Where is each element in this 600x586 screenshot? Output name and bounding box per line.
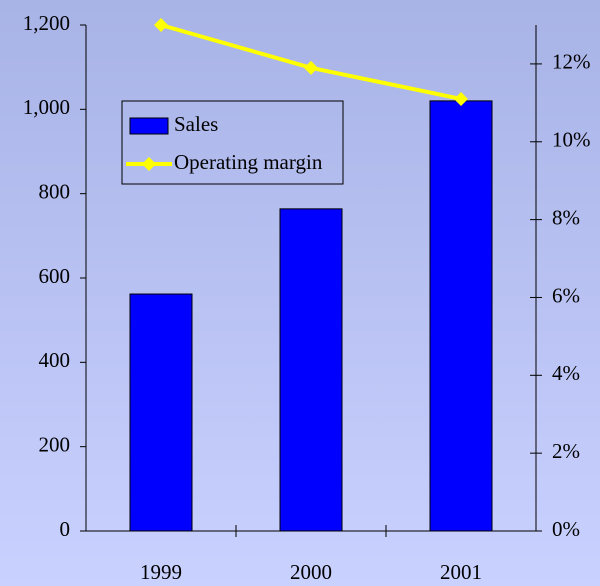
legend-label: Operating margin <box>174 150 323 174</box>
y-tick-label: 0 <box>60 517 71 541</box>
y2-tick-label: 10% <box>552 128 591 152</box>
legend-label: Sales <box>174 112 218 136</box>
legend-swatch <box>129 117 169 135</box>
y2-tick-label: 2% <box>552 439 580 463</box>
y-tick-label: 800 <box>39 179 71 203</box>
y-tick-label: 1,000 <box>23 95 70 119</box>
y2-tick-label: 4% <box>552 361 580 385</box>
marker <box>154 18 168 32</box>
marker <box>454 91 468 106</box>
y2-tick-label: 12% <box>552 50 591 74</box>
y2-tick-label: 0% <box>552 517 580 541</box>
x-tick-label: 1999 <box>140 560 182 584</box>
bar <box>279 208 343 532</box>
bar <box>129 293 193 532</box>
x-tick-label: 2000 <box>290 560 332 584</box>
y-tick-label: 200 <box>39 432 71 456</box>
y-tick-label: 400 <box>39 348 71 372</box>
x-tick-label: 2001 <box>440 560 482 584</box>
y2-tick-label: 8% <box>552 205 580 229</box>
legend <box>121 100 344 185</box>
legend-marker <box>142 157 156 171</box>
bar <box>429 100 493 532</box>
marker <box>304 60 318 75</box>
y-tick-label: 600 <box>39 264 71 288</box>
y2-tick-label: 6% <box>552 283 580 307</box>
y-tick-label: 1,200 <box>23 11 70 35</box>
